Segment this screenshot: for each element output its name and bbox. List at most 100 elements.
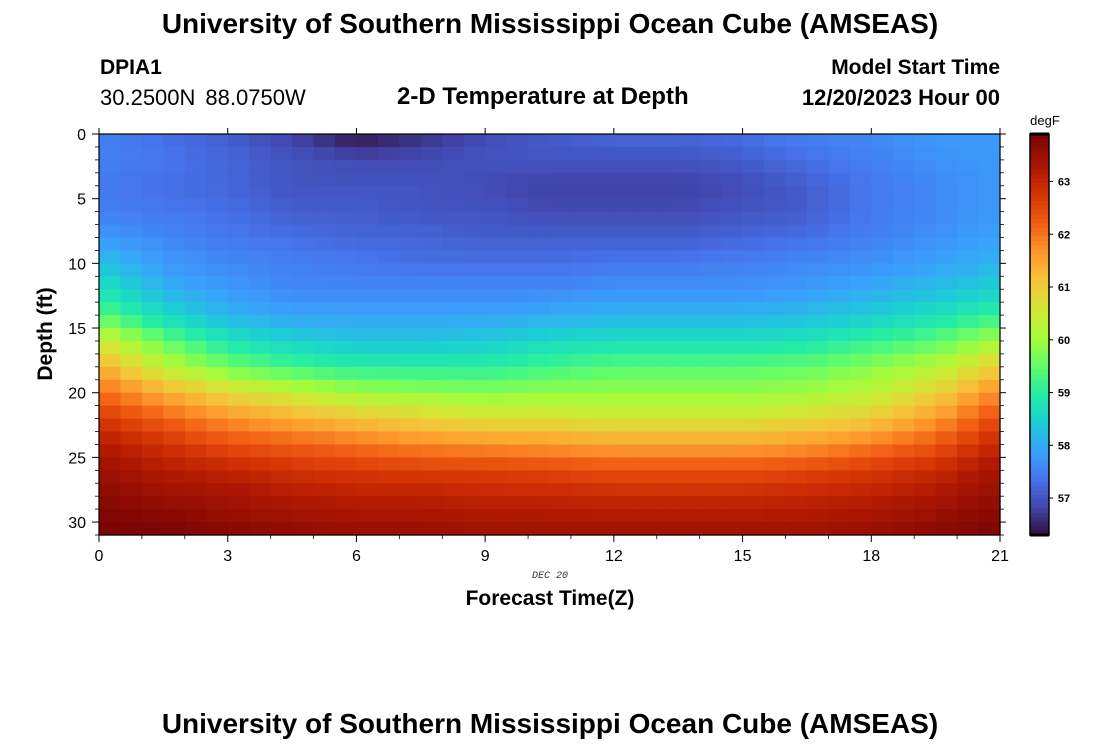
heatmap-cell <box>313 522 336 536</box>
heatmap-cell <box>356 522 379 536</box>
heatmap-cell <box>849 340 872 355</box>
heatmap-cell <box>356 418 379 433</box>
heatmap-cell <box>570 353 593 368</box>
heatmap-cell <box>377 198 400 213</box>
heatmap-cell <box>721 302 744 316</box>
heatmap-cell <box>721 224 744 239</box>
heatmap-cell <box>442 237 465 252</box>
heatmap-cell <box>270 315 293 329</box>
heatmap-cell <box>721 483 744 497</box>
colorbar-segment <box>1030 432 1049 438</box>
heatmap-cell <box>957 353 980 368</box>
heatmap-cell <box>592 302 615 316</box>
heatmap-cell <box>742 302 765 316</box>
heatmap-cell <box>120 392 143 407</box>
heatmap-cell <box>206 185 229 200</box>
heatmap-cell <box>656 198 679 213</box>
heatmap-cell <box>270 366 293 381</box>
heatmap-cell <box>206 211 229 226</box>
heatmap-cell <box>334 224 358 239</box>
heatmap-cell <box>549 302 572 316</box>
heatmap-cell <box>141 496 164 510</box>
heatmap-cell <box>721 276 744 290</box>
heatmap-cell <box>742 353 765 368</box>
heatmap-cell <box>806 159 829 174</box>
heatmap-cell <box>377 328 400 342</box>
heatmap-cell <box>420 328 443 342</box>
heatmap-cell <box>828 405 851 420</box>
heatmap-cell <box>742 457 765 471</box>
heatmap-cell <box>334 263 358 277</box>
colorbar-segment <box>1030 428 1049 434</box>
heatmap-cell <box>528 353 551 368</box>
heatmap-cell <box>892 237 915 252</box>
heatmap-cell <box>99 185 122 200</box>
heatmap-cell <box>957 418 980 433</box>
heatmap-cell <box>678 340 701 355</box>
heatmap-cell <box>313 444 336 458</box>
heatmap-cell <box>141 444 164 458</box>
heatmap-cell <box>699 289 722 303</box>
colorbar-segment <box>1030 503 1049 509</box>
heatmap-cell <box>292 328 315 342</box>
heatmap-cell <box>635 470 658 484</box>
heatmap-cell <box>377 379 400 394</box>
heatmap-cell <box>356 340 379 355</box>
heatmap-cell <box>828 470 851 484</box>
heatmap-cell <box>442 379 465 394</box>
heatmap-cell <box>849 237 872 252</box>
heatmap-cell <box>249 522 272 536</box>
heatmap-cell <box>163 276 186 290</box>
heatmap-cell <box>592 522 615 536</box>
heatmap-cell <box>485 134 508 148</box>
x-tick-label: 3 <box>223 548 232 565</box>
colorbar-segment <box>1030 463 1049 469</box>
heatmap-cell <box>227 496 250 510</box>
heatmap-cell <box>528 483 551 497</box>
heatmap-cell <box>506 250 529 264</box>
heatmap-cell <box>463 496 486 510</box>
colorbar-segment <box>1030 343 1049 349</box>
heatmap-cell <box>463 431 486 446</box>
heatmap-cell <box>120 418 143 433</box>
heatmap-cell <box>99 159 122 174</box>
heatmap-cell <box>506 315 529 329</box>
heatmap-cell <box>613 224 636 239</box>
heatmap-cell <box>721 379 744 394</box>
colorbar-segment <box>1030 183 1049 189</box>
colorbar-segment <box>1030 374 1049 380</box>
heatmap-cell <box>292 315 315 329</box>
y-tick-label: 5 <box>77 192 86 209</box>
heatmap-cell <box>635 405 658 420</box>
heatmap-cell <box>249 172 272 187</box>
heatmap-cell <box>184 366 207 381</box>
heatmap-cell <box>806 328 829 342</box>
heatmap-cell <box>806 250 829 264</box>
heatmap-cell <box>806 496 829 510</box>
heatmap-cell <box>613 509 636 523</box>
heatmap-cell <box>699 353 722 368</box>
colorbar: 57 58 59 60 61 62 63 <box>1029 132 1070 537</box>
heatmap-cell <box>506 159 529 174</box>
heatmap-cell <box>292 211 315 226</box>
heatmap-cell <box>377 444 400 458</box>
heatmap-cell <box>506 483 529 497</box>
heatmap-cell <box>935 211 958 226</box>
heatmap-cell <box>249 483 272 497</box>
heatmap-cell <box>463 509 486 523</box>
heatmap-cell <box>313 340 336 355</box>
heatmap-cell <box>420 134 443 148</box>
heatmap-cell <box>871 185 894 200</box>
heatmap-cell <box>656 211 679 226</box>
heatmap-cell <box>892 444 915 458</box>
heatmap-cell <box>313 328 336 342</box>
heatmap-cell <box>764 392 787 407</box>
heatmap-cell <box>442 146 465 161</box>
heatmap-cell <box>184 172 207 187</box>
model-start-value: 12/20/2023 Hour 00 <box>801 85 1000 110</box>
heatmap-cell <box>399 340 422 355</box>
heatmap-cell <box>742 431 765 446</box>
heatmap-cell <box>377 431 400 446</box>
heatmap-cell <box>828 211 851 226</box>
heatmap-cell <box>206 470 229 484</box>
